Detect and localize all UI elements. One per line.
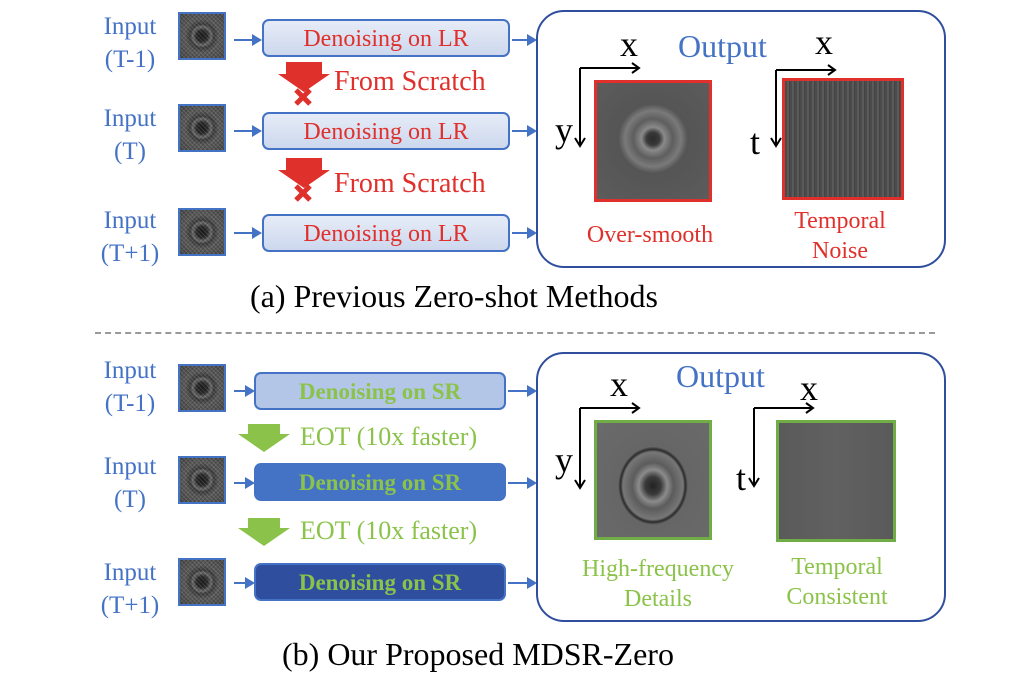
output-panel-ours: [536, 352, 946, 622]
high-frequency-caption-line2: Details: [624, 586, 692, 612]
temporal-consistent-caption-line2: Consistent: [786, 584, 888, 610]
input-word: Input: [103, 559, 157, 586]
input-frame: (T+1): [100, 240, 160, 267]
red-down-arrow-icon: [278, 62, 330, 106]
output-title-ours: Output: [676, 358, 765, 394]
temporal-noise-caption-line1: Temporal: [794, 208, 886, 234]
arrow-shaft: [234, 39, 256, 41]
red-down-arrow-icon: [278, 158, 330, 202]
xt-axes-icon: [748, 402, 815, 488]
green-down-arrow-icon: [238, 424, 290, 452]
input-label-prev-t-minus-1: Input (T-1): [90, 10, 170, 76]
arrow-head-icon: [252, 227, 262, 239]
input-label-ours-t-plus-1: Input (T+1): [90, 556, 170, 622]
x-axis-label: x: [815, 22, 833, 62]
input-frame: (T+1): [100, 592, 160, 619]
arrow-head-icon: [527, 577, 537, 589]
arrow-head-icon: [527, 34, 537, 46]
t-axis-label: t: [736, 458, 747, 498]
arrow-head-icon: [527, 385, 537, 397]
input-frame: (T-1): [104, 390, 156, 417]
temporal-consistent-caption-line1: Temporal: [791, 554, 883, 580]
arrow-shaft: [234, 390, 248, 392]
eot-label-1: EOT (10x faster): [300, 422, 478, 451]
caption-b: (b) Our Proposed MDSR-Zero: [282, 636, 674, 672]
arrow-head-icon: [527, 477, 537, 489]
over-smooth-caption: Over-smooth: [586, 222, 714, 248]
arrow-shaft: [512, 130, 530, 132]
high-frequency-caption-line1: High-frequency: [582, 556, 734, 582]
arrow-head-icon: [245, 577, 255, 589]
input-frame: (T): [114, 486, 146, 513]
y-axis-label: y: [555, 110, 573, 150]
arrow-head-icon: [527, 227, 537, 239]
arrow-head-icon: [527, 125, 537, 137]
arrow-head-icon: [252, 34, 262, 46]
input-label-ours-t-minus-1: Input (T-1): [90, 354, 170, 420]
temporal-noise-caption-line2: Noise: [812, 238, 868, 264]
temporal-consistent-caption: Temporal Consistent: [762, 552, 912, 612]
arrow-head-icon: [245, 385, 255, 397]
denoising-sr-box-t-minus-1: Denoising on SR: [254, 372, 506, 410]
temporal-consistent-image: [776, 420, 896, 542]
temporal-noise-image: [782, 78, 904, 200]
t-axis-label: t: [750, 122, 761, 162]
y-axis-label: y: [555, 440, 573, 480]
input-label-ours-t: Input (T): [90, 450, 170, 516]
high-frequency-caption: High-frequency Details: [548, 554, 768, 614]
xy-axes-icon: [574, 402, 641, 490]
temporal-noise-caption: Temporal Noise: [770, 206, 910, 266]
input-word: Input: [103, 357, 157, 384]
arrow-shaft: [234, 582, 248, 584]
input-word: Input: [103, 13, 157, 40]
arrow-shaft: [508, 482, 530, 484]
denoising-lr-box-t-minus-1: Denoising on LR: [262, 19, 510, 57]
arrow-shaft: [234, 130, 256, 132]
denoising-sr-box-t-plus-1: Denoising on SR: [254, 563, 506, 601]
input-word: Input: [103, 453, 157, 480]
arrow-head-icon: [252, 125, 262, 137]
input-word: Input: [103, 105, 157, 132]
eot-label-2: EOT (10x faster): [300, 516, 478, 545]
arrow-shaft: [508, 390, 530, 392]
caption-a: (a) Previous Zero-shot Methods: [250, 278, 658, 314]
input-frame: (T): [114, 138, 146, 165]
input-label-prev-t: Input (T): [90, 102, 170, 168]
arrow-shaft: [234, 482, 248, 484]
input-thumbnail-ours-t-minus-1: [178, 364, 226, 412]
x-axis-label: x: [610, 364, 628, 404]
input-frame: (T-1): [104, 46, 156, 73]
arrow-head-icon: [245, 477, 255, 489]
input-word: Input: [103, 207, 157, 234]
x-axis-label: x: [620, 24, 638, 64]
input-thumbnail-ours-t-plus-1: [178, 558, 226, 606]
section-divider: [95, 332, 935, 334]
from-scratch-label-1: From Scratch: [334, 66, 486, 97]
arrow-shaft: [234, 232, 256, 234]
arrow-shaft: [512, 232, 530, 234]
denoising-sr-box-t: Denoising on SR: [254, 463, 506, 501]
input-label-prev-t-plus-1: Input (T+1): [90, 204, 170, 270]
from-scratch-label-2: From Scratch: [334, 168, 486, 199]
denoising-lr-box-t: Denoising on LR: [262, 112, 510, 150]
green-down-arrow-icon: [238, 518, 290, 546]
x-axis-label: x: [800, 368, 818, 408]
input-thumbnail-ours-t: [178, 456, 226, 504]
input-thumbnail-prev-t: [178, 104, 226, 152]
output-title-prev: Output: [678, 28, 767, 64]
xt-axes-icon: [770, 64, 837, 148]
high-frequency-image: [594, 420, 712, 540]
xy-axes-icon: [574, 62, 641, 148]
arrow-shaft: [512, 39, 530, 41]
over-smooth-image: [594, 80, 712, 202]
input-thumbnail-prev-t-minus-1: [178, 12, 226, 60]
denoising-lr-box-t-plus-1: Denoising on LR: [262, 214, 510, 252]
input-thumbnail-prev-t-plus-1: [178, 208, 226, 256]
output-panel-prev: [536, 10, 946, 268]
arrow-shaft: [508, 582, 530, 584]
